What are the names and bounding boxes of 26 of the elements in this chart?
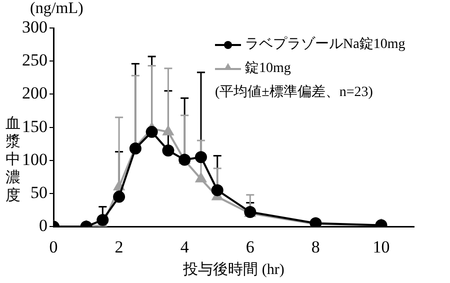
y-tick-label: 0 xyxy=(39,216,48,236)
y-tick-label: 250 xyxy=(22,50,48,70)
x-tick-label: 4 xyxy=(180,237,190,256)
y-tick-label: 100 xyxy=(22,150,48,169)
text: (ng/mL) xyxy=(30,0,84,18)
point xyxy=(194,151,207,164)
y-tick-label: 300 xyxy=(22,17,48,36)
point xyxy=(196,172,206,182)
point xyxy=(146,126,158,138)
y-tick-label: 50 xyxy=(30,182,48,202)
point xyxy=(129,142,142,154)
point xyxy=(113,190,126,203)
y-tick-label: 150 xyxy=(22,116,48,136)
x-tick-label: 8 xyxy=(311,237,320,256)
point xyxy=(211,184,224,196)
legend-label: ラベプラゾールNa錠10mg xyxy=(245,36,406,54)
y-axis-title: 血漿中濃度 xyxy=(4,115,22,205)
x-tick-label: 10 xyxy=(372,237,390,256)
x-axis-title: 投与後時間 (hr) xyxy=(182,260,284,278)
point xyxy=(162,144,174,156)
point xyxy=(162,126,174,136)
x-tick-label: 6 xyxy=(246,237,254,256)
x-tick-label: 2 xyxy=(114,237,124,256)
annotation: (平均値±標準偏差、n=23) xyxy=(215,84,374,102)
legend-label: 錠10mg xyxy=(245,60,291,78)
y-tick-label: 200 xyxy=(22,84,48,103)
